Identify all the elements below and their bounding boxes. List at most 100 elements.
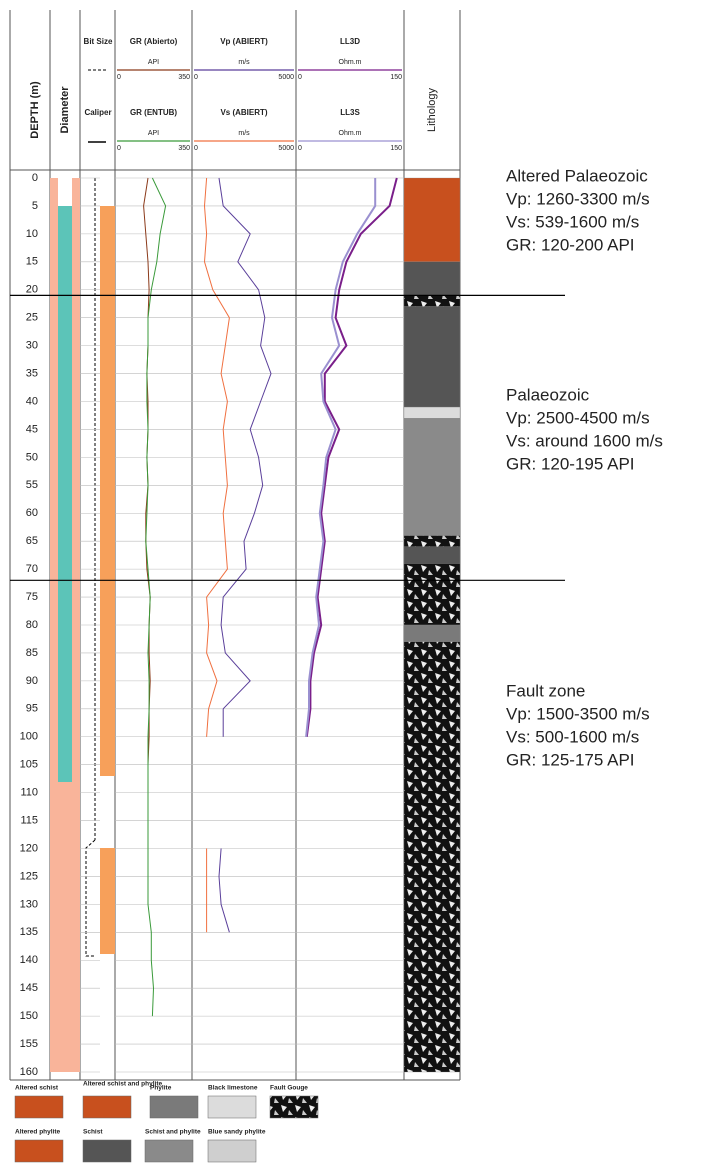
scale-min: 0 <box>117 74 121 81</box>
depth-tick-label: 115 <box>20 814 38 826</box>
series-label: LL3S <box>340 108 360 117</box>
depth-tick-label: 110 <box>20 787 38 799</box>
lithology-interval <box>403 563 461 626</box>
depth-tick-label: 160 <box>20 1066 38 1078</box>
scale-max: 350 <box>178 74 190 81</box>
unit-label: m/s <box>238 130 250 137</box>
legend-label: Schist <box>83 1129 103 1136</box>
legend-label: Fault Gouge <box>270 1085 308 1092</box>
diameter-label: Diameter <box>59 86 71 134</box>
legend-label: Black limestone <box>208 1085 258 1092</box>
unit-label: API <box>148 59 159 66</box>
depth-tick-label: 40 <box>26 395 38 407</box>
depth-tick-label: 145 <box>20 982 38 994</box>
log-curve <box>305 177 398 737</box>
scale-min: 0 <box>298 74 302 81</box>
depth-tick-label: 25 <box>26 312 38 324</box>
depth-tick-label: 35 <box>26 367 38 379</box>
legend-label: Altered phylite <box>15 1129 61 1136</box>
legend-label: Phylite <box>150 1085 172 1092</box>
depth-tick-label: 135 <box>20 926 38 938</box>
depth-tick-label: 125 <box>20 870 38 882</box>
depth-label: DEPTH (m) <box>29 81 41 139</box>
lithology-interval <box>403 306 461 408</box>
lithology-interval <box>403 406 461 419</box>
zone-title: Palaeozoic <box>506 385 590 404</box>
depth-tick-label: 100 <box>20 731 38 743</box>
scale-max: 150 <box>390 145 402 152</box>
series-label: Vp (ABIERT) <box>220 37 268 46</box>
unit-label: Ohm.m <box>339 130 362 137</box>
lithology-interval <box>403 177 461 262</box>
scale-max: 5000 <box>278 74 294 81</box>
legend-label: Altered schist and phylite <box>83 1081 162 1088</box>
depth-tick-label: 5 <box>32 200 38 212</box>
lithology-label: Lithology <box>426 87 438 132</box>
zone-line: Vp: 1500-3500 m/s <box>506 704 650 723</box>
lithology-interval <box>403 641 461 1073</box>
depth-tick-label: 105 <box>20 759 38 771</box>
depth-tick-label: 155 <box>20 1038 38 1050</box>
depth-tick-label: 55 <box>26 479 38 491</box>
unit-label: Ohm.m <box>339 59 362 66</box>
depth-tick-label: 10 <box>26 228 38 240</box>
legend-swatch <box>14 1139 64 1163</box>
log-curve <box>218 177 272 933</box>
depth-tick-label: 70 <box>26 563 38 575</box>
scale-min: 0 <box>194 145 198 152</box>
depth-tick-label: 75 <box>26 591 38 603</box>
depth-tick-label: 15 <box>26 256 38 268</box>
scale-min: 0 <box>298 145 302 152</box>
depth-tick-label: 95 <box>26 703 38 715</box>
unit-label: API <box>148 130 159 137</box>
lithology-interval <box>403 546 461 564</box>
log-curve <box>145 177 167 1017</box>
legend-swatch <box>82 1139 132 1163</box>
legend-label: Schist and phylite <box>145 1129 201 1136</box>
zone-line: Vp: 1260-3300 m/s <box>506 189 650 208</box>
lithology-interval <box>403 295 461 307</box>
legend-swatch <box>207 1139 257 1163</box>
depth-tick-label: 130 <box>20 898 38 910</box>
legend-swatch <box>269 1095 319 1119</box>
zone-line: GR: 125-175 API <box>506 750 635 769</box>
legend-label: Blue sandy phylite <box>208 1129 266 1136</box>
legend-swatch <box>144 1139 194 1163</box>
legend-label: Altered schist <box>15 1085 59 1092</box>
lithology-interval <box>403 535 461 547</box>
series-label: GR (ENTUB) <box>130 108 177 117</box>
scale-min: 0 <box>194 74 198 81</box>
depth-tick-label: 60 <box>26 507 38 519</box>
legend-swatch <box>149 1095 199 1119</box>
zone-title: Fault zone <box>506 681 585 700</box>
zone-line: Vs: 500-1600 m/s <box>506 727 639 746</box>
log-curve <box>203 177 230 933</box>
zone-line: GR: 120-195 API <box>506 454 635 473</box>
series-label: GR (Abierto) <box>130 37 178 46</box>
depth-tick-label: 45 <box>26 423 38 435</box>
diameter-schematic <box>50 178 115 1072</box>
series-label: LL3D <box>340 37 360 46</box>
scale-max: 5000 <box>278 145 294 152</box>
log-curve <box>305 178 377 737</box>
depth-tick-label: 80 <box>26 619 38 631</box>
zone-line: Vp: 2500-4500 m/s <box>506 408 650 427</box>
legend-swatch <box>207 1095 257 1119</box>
bit-size-label: Bit Size <box>84 37 113 46</box>
depth-tick-label: 120 <box>20 842 38 854</box>
depth-tick-label: 65 <box>26 535 38 547</box>
depth-tick-label: 90 <box>26 675 38 687</box>
depth-tick-label: 0 <box>32 172 38 184</box>
depth-tick-label: 140 <box>20 954 38 966</box>
scale-max: 150 <box>390 74 402 81</box>
zone-title: Altered Palaeozoic <box>506 166 648 185</box>
scale-max: 350 <box>178 145 190 152</box>
caliper-label: Caliper <box>84 108 111 117</box>
depth-tick-label: 50 <box>26 451 38 463</box>
legend-swatch <box>82 1095 132 1119</box>
zone-line: Vs: 539-1600 m/s <box>506 212 639 231</box>
unit-label: m/s <box>238 59 250 66</box>
zone-line: Vs: around 1600 m/s <box>506 431 663 450</box>
lithology-interval <box>403 261 461 296</box>
